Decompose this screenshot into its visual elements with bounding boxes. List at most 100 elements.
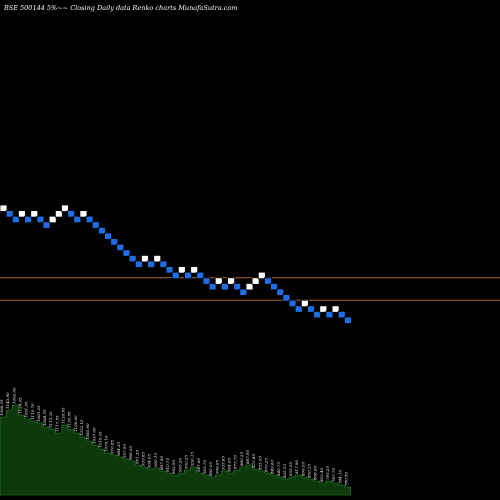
volume-label: 1052.10 xyxy=(79,419,84,436)
volume-label: 882.05 xyxy=(208,462,213,476)
volume-area xyxy=(0,404,351,496)
renko-brick-down xyxy=(337,310,346,319)
volume-label: 1084.55 xyxy=(42,409,47,426)
volume-label: 855.05 xyxy=(288,462,293,476)
volume-label: 1051.05 xyxy=(24,401,29,418)
renko-brick-down xyxy=(294,305,303,313)
renko-brick-down xyxy=(159,260,168,268)
volume-label: 957.95 xyxy=(122,444,127,458)
volume-label: 887.95 xyxy=(245,450,250,464)
renko-brick-down xyxy=(116,243,125,252)
renko-brick-down xyxy=(128,254,137,263)
renko-brick-down xyxy=(220,282,229,291)
renko-brick-down xyxy=(24,215,33,224)
volume-label: 1115.20 xyxy=(48,411,53,428)
volume-label: 800.25 xyxy=(307,464,312,478)
renko-brick-down xyxy=(307,305,315,313)
renko-brick-down xyxy=(85,215,94,224)
renko-brick-up xyxy=(331,305,340,313)
volume-label: 939.65 xyxy=(140,452,145,466)
volume-label: 795.25 xyxy=(325,466,330,480)
volume-label: 780.50 xyxy=(343,472,348,486)
renko-brick-down xyxy=(208,282,217,291)
volume-label: 935.65 xyxy=(220,456,225,470)
renko-brick-up xyxy=(319,305,328,313)
volume-label: 872.85 xyxy=(251,454,256,468)
chart-header: BSE 500144 5%~~ Closing Daily data Renko… xyxy=(3,4,237,12)
volume-label: 905.20 xyxy=(177,458,182,472)
renko-brick-down xyxy=(288,299,297,308)
renko-brick-up xyxy=(141,254,149,263)
renko-brick-down xyxy=(233,282,242,291)
renko-brick-down xyxy=(36,215,45,224)
renko-brick-down xyxy=(147,260,156,268)
renko-brick-down xyxy=(5,210,14,218)
renko-brick-down xyxy=(202,277,211,285)
volume-label: 970.85 xyxy=(110,440,115,454)
renko-brick-up xyxy=(54,210,63,218)
volume-label: 951.30 xyxy=(134,450,139,464)
volume-label: 1066.55 xyxy=(0,399,4,416)
renko-brick-up xyxy=(79,210,88,218)
volume-label: 984.35 xyxy=(116,442,121,456)
renko-bricks xyxy=(0,204,352,324)
renko-brick-down xyxy=(73,215,82,224)
renko-brick-up xyxy=(30,210,39,218)
renko-brick-up xyxy=(153,254,162,263)
renko-brick-down xyxy=(134,260,143,268)
renko-brick-down xyxy=(196,271,205,280)
volume-label: 902.95 xyxy=(171,460,176,474)
volume-label: 936.15 xyxy=(190,452,195,466)
volume-label: 1010.05 xyxy=(97,431,102,448)
volume-label: 1110.70 xyxy=(30,403,35,420)
volume-label: 1124.05 xyxy=(17,397,22,414)
renko-brick-down xyxy=(98,226,106,235)
volume-label: 947.60 xyxy=(196,458,201,472)
renko-brick-up xyxy=(245,282,254,291)
renko-brick-down xyxy=(343,316,352,324)
volume-label: 803.40 xyxy=(319,468,324,482)
volume-label: 1117.55 xyxy=(54,415,59,432)
renko-brick-down xyxy=(122,249,131,257)
volume-label: 904.05 xyxy=(227,458,232,472)
renko-brick-down xyxy=(67,210,76,218)
renko-brick-up xyxy=(61,204,69,212)
renko-brick-up xyxy=(227,277,235,285)
volume-label: 1130.95 xyxy=(67,411,72,428)
volume-label: 849.60 xyxy=(270,460,275,474)
volume-label: 1037.00 xyxy=(91,427,96,444)
volume-label: 870.25 xyxy=(263,458,268,472)
renko-brick-down xyxy=(91,221,100,229)
volume-label: 1080.60 xyxy=(85,423,90,440)
volume-label: 835.15 xyxy=(282,464,287,478)
renko-brick-up xyxy=(257,271,266,280)
volume-label: 817.90 xyxy=(294,460,299,474)
renko-brick-down xyxy=(165,266,174,274)
renko-brick-down xyxy=(11,215,20,224)
volume-label: 855.05 xyxy=(257,456,262,470)
renko-brick-up xyxy=(177,266,186,274)
volume-label: 1092.00 xyxy=(11,387,16,404)
renko-brick-down xyxy=(264,277,272,285)
volume-label: 930.25 xyxy=(184,455,189,469)
volume-label: 1106.00 xyxy=(73,415,78,432)
renko-brick-down xyxy=(325,310,334,319)
renko-brick-down xyxy=(184,271,192,280)
renko-brick-down xyxy=(239,288,248,296)
renko-brick-up xyxy=(0,204,8,212)
renko-brick-down xyxy=(270,282,279,291)
renko-brick-down xyxy=(104,232,112,240)
renko-brick-up xyxy=(300,299,309,308)
volume-label: 880.25 xyxy=(239,452,244,466)
volume-label: 1120.95 xyxy=(61,407,66,424)
volume-label: 806.05 xyxy=(300,462,305,476)
volume-label: 900.15 xyxy=(153,453,158,467)
volume-label: 1079.10 xyxy=(104,435,109,452)
renko-brick-up xyxy=(251,277,260,285)
volume-label: 840.75 xyxy=(276,462,281,476)
horizontal-lines xyxy=(0,277,500,301)
renko-brick-up xyxy=(190,266,199,274)
